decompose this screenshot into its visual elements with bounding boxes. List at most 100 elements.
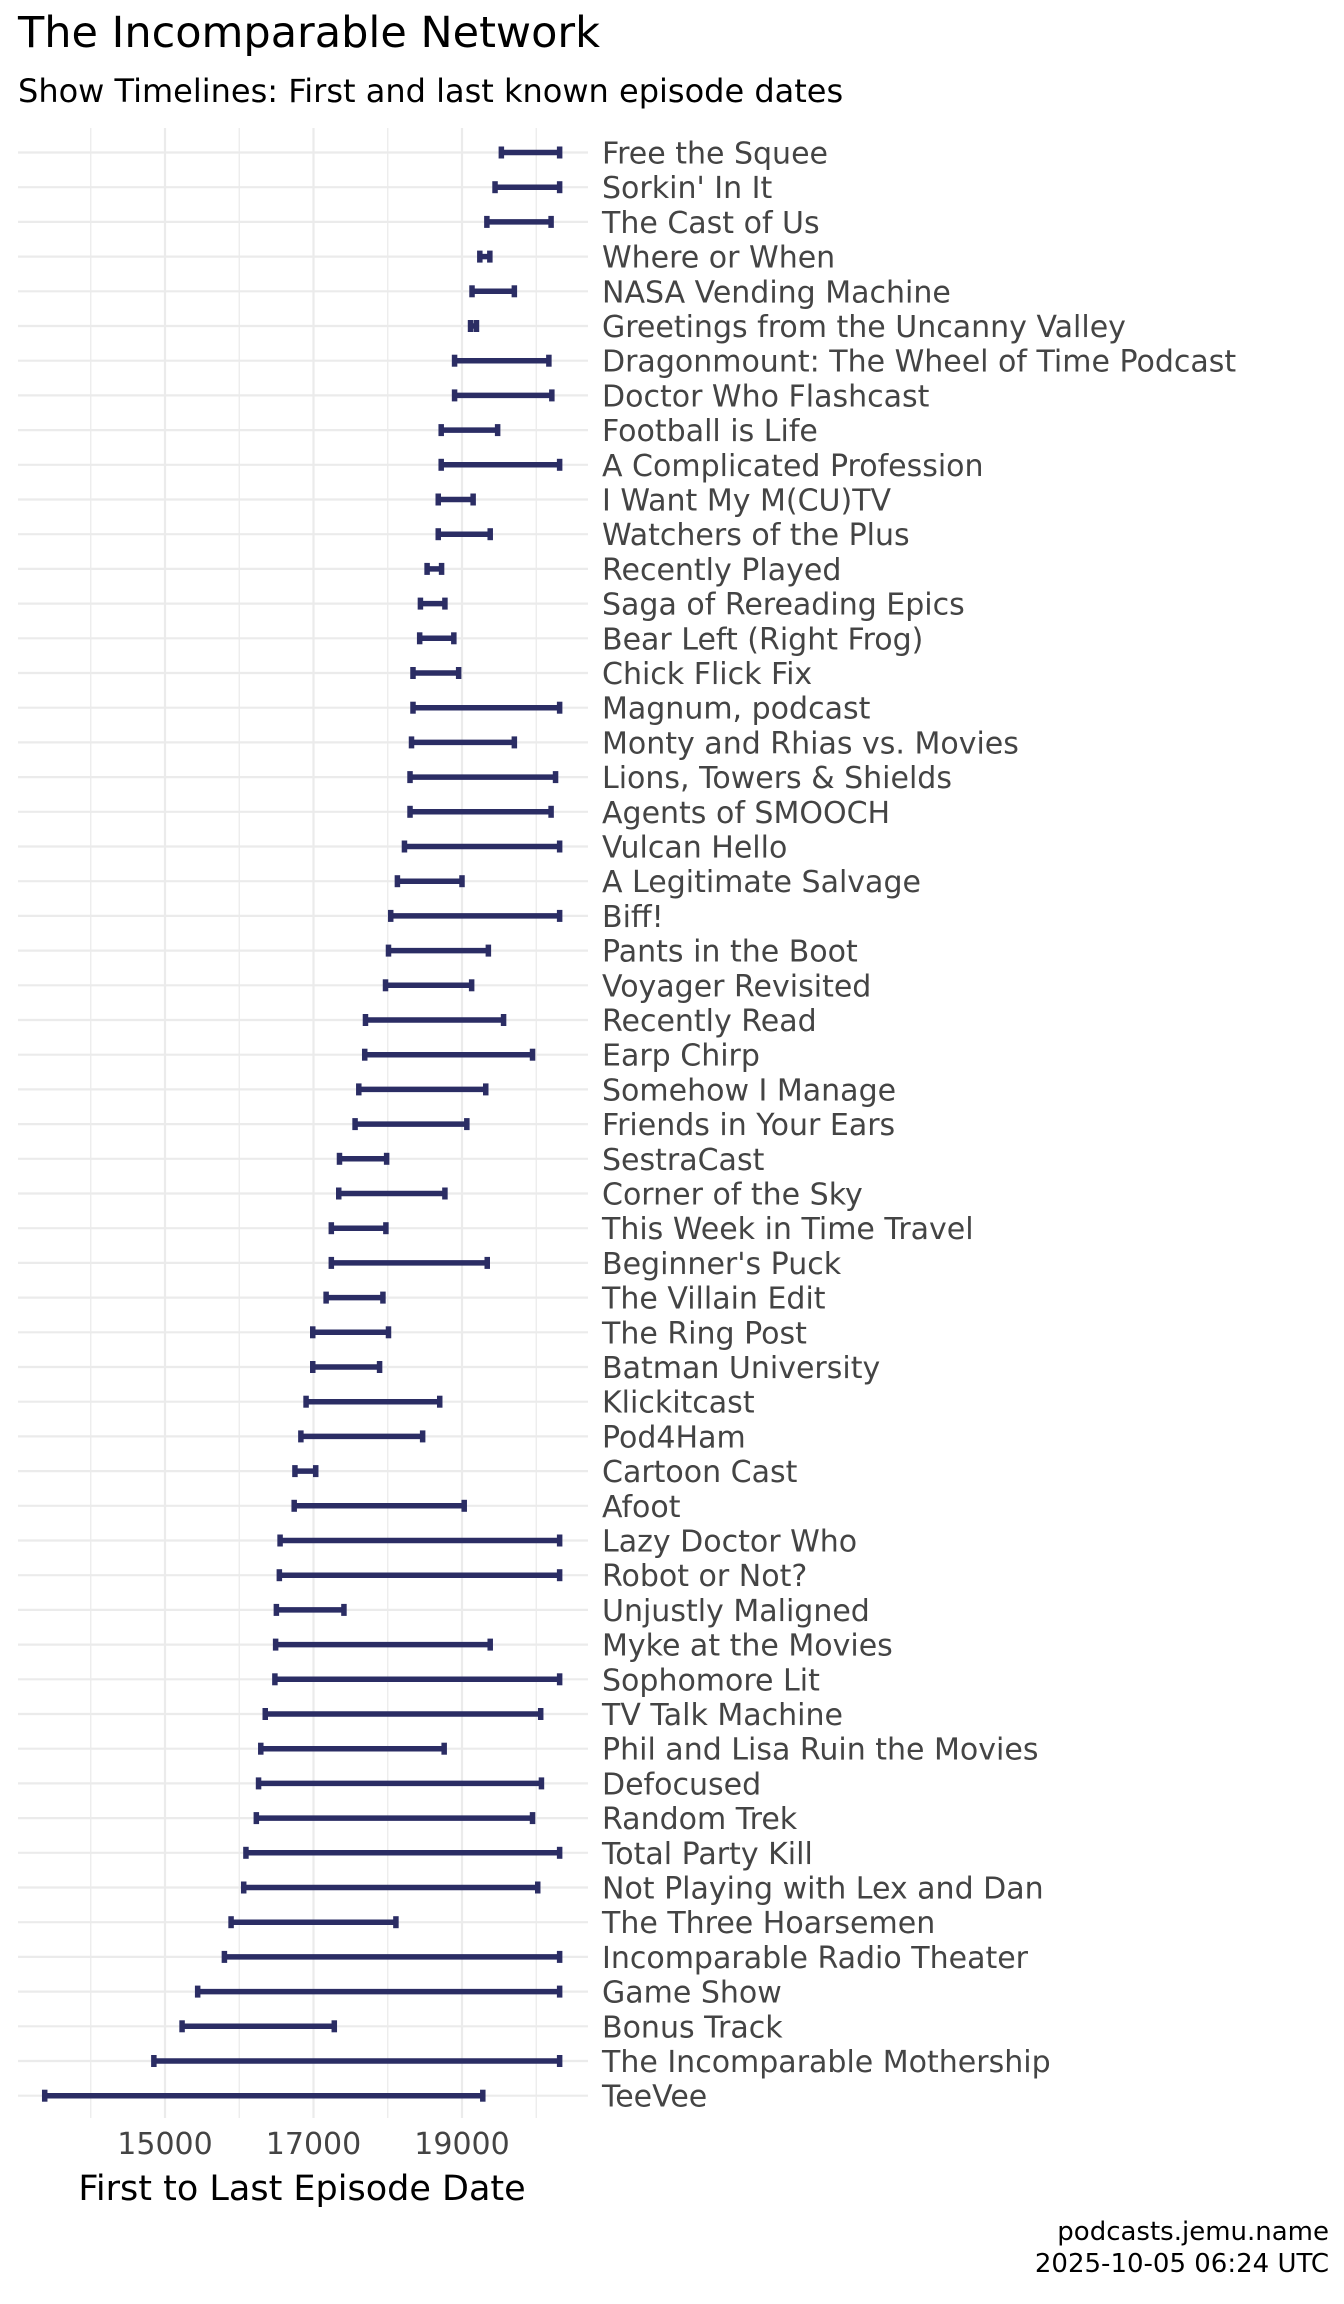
range-bar: [328, 1256, 490, 1269]
range-bar: [424, 562, 445, 575]
show-label: Football is Life: [602, 414, 818, 449]
show-label: Somehow I Manage: [602, 1073, 896, 1108]
show-label: The Cast of Us: [601, 206, 820, 241]
show-label: Saga of Rereading Epics: [602, 588, 965, 623]
range-bar: [484, 215, 554, 228]
range-bar: [385, 944, 492, 957]
range-bar: [336, 1152, 390, 1165]
range-bar: [361, 1048, 536, 1061]
range-bar: [416, 632, 457, 645]
show-label: Friends in Your Ears: [602, 1108, 895, 1143]
show-label: The Ring Post: [601, 1316, 807, 1351]
show-label: Biff!: [602, 900, 664, 935]
show-label: This Week in Time Travel: [601, 1212, 974, 1247]
range-bar: [498, 146, 563, 159]
range-bar: [262, 1708, 544, 1720]
range-bar: [410, 667, 462, 679]
show-label: Monty and Rhias vs. Movies: [602, 726, 1019, 761]
range-bar: [477, 250, 493, 263]
range-bar: [277, 1534, 563, 1547]
range-bar: [382, 979, 475, 992]
show-label: Voyager Revisited: [602, 969, 871, 1004]
show-label: The Incomparable Mothership: [601, 2045, 1051, 2080]
range-bar: [151, 2055, 563, 2067]
x-tick-label: 17000: [266, 2127, 361, 2162]
show-label: Earp Chirp: [602, 1039, 760, 1074]
range-bar: [291, 1499, 467, 1512]
caption-source: podcasts.jemu.name: [1057, 2217, 1329, 2247]
show-label: A Complicated Profession: [602, 449, 984, 484]
show-label: The Three Hoarsemen: [601, 1906, 935, 1941]
chart-subtitle: Show Timelines: First and last known epi…: [18, 72, 844, 110]
show-label: Sorkin' In It: [602, 171, 772, 206]
show-label: Cartoon Cast: [602, 1455, 798, 1490]
range-bar: [467, 320, 480, 332]
range-bar: [394, 875, 465, 888]
show-label: Myke at the Movies: [602, 1629, 893, 1664]
range-bar: [435, 493, 476, 506]
range-bar: [408, 736, 518, 749]
show-label: Lazy Doctor Who: [602, 1525, 857, 1560]
x-tick-label: 15000: [117, 2127, 212, 2162]
show-label: A Legitimate Salvage: [602, 865, 921, 900]
range-bar: [451, 354, 552, 367]
range-bar: [272, 1673, 563, 1686]
range-bar: [492, 181, 563, 194]
show-label: Agents of SMOOCH: [602, 796, 890, 831]
show-label: SestraCast: [602, 1143, 765, 1178]
show-label: Afoot: [602, 1490, 681, 1525]
range-bar: [276, 1569, 563, 1582]
range-bar: [438, 458, 563, 471]
show-label: Corner of the Sky: [602, 1178, 863, 1213]
show-label: Watchers of the Plus: [602, 518, 910, 553]
range-bar: [356, 1083, 489, 1096]
show-label: Doctor Who Flashcast: [602, 379, 930, 414]
show-label: Random Trek: [602, 1802, 798, 1837]
show-label: Sophomore Lit: [602, 1663, 820, 1698]
range-bar: [438, 424, 501, 437]
range-bar: [407, 771, 559, 784]
range-bar: [292, 1465, 319, 1478]
show-label: NASA Vending Machine: [602, 275, 951, 310]
range-bar: [240, 1881, 541, 1894]
range-bar: [253, 1812, 536, 1825]
show-label: Phil and Lisa Ruin the Movies: [602, 1733, 1038, 1768]
show-label: I Want My M(CU)TV: [602, 484, 892, 519]
range-bar: [194, 1985, 563, 1998]
range-bar: [335, 1187, 448, 1200]
show-label: Pants in the Boot: [602, 935, 858, 970]
show-label: Chick Flick Fix: [602, 657, 812, 692]
show-label: Free the Squee: [602, 137, 828, 172]
show-label: Vulcan Hello: [602, 831, 787, 866]
show-label: Klickitcast: [602, 1386, 755, 1421]
show-label: Pod4Ham: [602, 1420, 746, 1455]
show-label: Bear Left (Right Frog): [602, 622, 923, 657]
range-bar: [410, 701, 563, 714]
range-bar: [179, 2020, 338, 2033]
show-label: Batman University: [602, 1351, 880, 1386]
show-label: Beginner's Puck: [602, 1247, 842, 1282]
range-bar: [228, 1916, 399, 1929]
range-bar: [273, 1603, 347, 1616]
x-tick-label: 19000: [414, 2127, 509, 2162]
range-bar: [303, 1395, 443, 1408]
range-bar: [451, 389, 555, 402]
caption: podcasts.jemu.name 2025-10-05 06:24 UTC: [1035, 2216, 1329, 2280]
range-bar: [387, 909, 563, 922]
range-bar: [272, 1638, 493, 1651]
show-label: Magnum, podcast: [602, 692, 871, 727]
range-bar: [323, 1291, 386, 1304]
range-bar: [255, 1777, 545, 1790]
show-label: Game Show: [602, 1976, 782, 2011]
x-axis-title: First to Last Episode Date: [78, 2169, 525, 2209]
show-label: TV Talk Machine: [601, 1698, 843, 1733]
show-label: Recently Read: [602, 1004, 817, 1039]
range-bar: [41, 2089, 486, 2102]
range-bar: [298, 1430, 426, 1443]
show-label: Bonus Track: [602, 2010, 783, 2045]
show-label: Lions, Towers & Shields: [602, 761, 952, 796]
range-bar: [417, 597, 448, 610]
range-bar: [258, 1742, 447, 1755]
show-label: Total Party Kill: [601, 1837, 813, 1872]
